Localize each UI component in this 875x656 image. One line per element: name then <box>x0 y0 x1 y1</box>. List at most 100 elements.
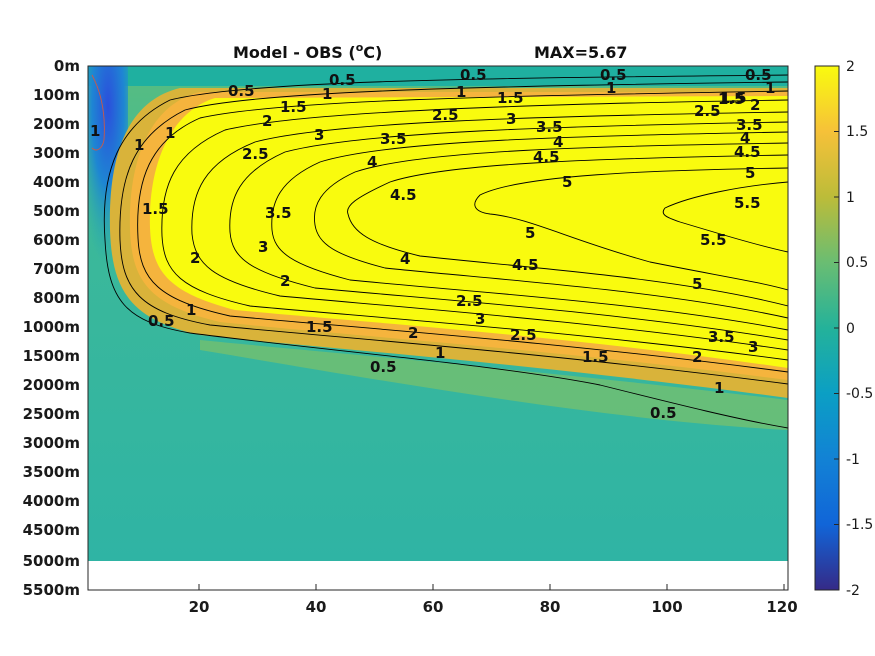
y-tick-label: 700m <box>33 260 80 278</box>
contour-3 <box>229 121 788 341</box>
contour-label: 1.5 <box>280 98 307 116</box>
title-unit-tail: C) <box>363 43 382 62</box>
contour-label: 2 <box>190 249 200 267</box>
contour-5.5 <box>662 181 788 253</box>
contour-label: 0.5 <box>460 66 487 84</box>
contour-label: 3.5 <box>380 130 407 148</box>
contour-label: 3.5 <box>708 328 735 346</box>
x-tick-label: 20 <box>189 598 210 616</box>
colorbar-ticks <box>834 65 839 591</box>
contour-label: 4.5 <box>533 148 560 166</box>
x-axis <box>198 584 785 590</box>
contour-lines <box>91 74 788 429</box>
contour-label: 1 <box>186 301 196 319</box>
contour-2.5 <box>191 111 788 351</box>
heatmap-field <box>88 66 788 561</box>
contour-label: 1 <box>134 136 144 154</box>
y-tick-labels: 0m 100m 200m 300m 400m 500m 600m 700m 80… <box>23 57 80 599</box>
y-tick-label: 500m <box>33 202 80 220</box>
contour-label: 1 <box>606 79 616 97</box>
contour-1 <box>119 81 788 385</box>
colorbar-tick-label: 2 <box>846 59 855 75</box>
contour-label: 1 <box>714 379 724 397</box>
plot-frame <box>87 65 789 591</box>
contour-label: 3.5 <box>536 118 563 136</box>
contour-label: 3 <box>506 110 516 128</box>
x-tick-label: 100 <box>651 598 682 616</box>
contour-label: 4 <box>367 153 377 171</box>
contour-label: 1 <box>165 124 175 142</box>
contour-label: 3 <box>258 238 268 256</box>
contour-labels: 0.5 0.5 0.5 0.5 1 1 1 1 1.5 1.5 1.5 2 2 … <box>90 66 775 422</box>
contour-4 <box>313 142 788 319</box>
contour-label: 3.5 <box>736 116 763 134</box>
x-tick-label: 120 <box>766 598 797 616</box>
contour-label: 2.5 <box>432 106 459 124</box>
contour-label: 4 <box>553 133 563 151</box>
colorbar-tick-label: 0.5 <box>846 255 868 271</box>
y-tick-label: 100m <box>33 86 80 104</box>
contour-label: 0.5 <box>650 404 677 422</box>
contour-label: 3.5 <box>265 204 292 222</box>
y-tick-label: 1500m <box>23 347 80 365</box>
contour-label: 2.5 <box>242 145 269 163</box>
contour-label: 3 <box>748 338 758 356</box>
contour-label: 0.5 <box>745 66 772 84</box>
contour-label: 0.5 <box>329 71 356 89</box>
contour-neg <box>91 74 105 151</box>
title-unit-superscript: o <box>356 41 364 54</box>
contour-label: 1.5 <box>497 89 524 107</box>
y-tick-label: 0m <box>54 57 80 75</box>
contour-label: 2 <box>692 348 702 366</box>
contour-label: 4.5 <box>734 143 761 161</box>
contour-label: 1 <box>456 83 466 101</box>
contour-label: 5 <box>562 173 572 191</box>
contour-0.5 <box>103 74 788 429</box>
x-tick-labels: 20 40 60 80 100 120 <box>189 598 798 616</box>
colorbar-tick-label: 1 <box>846 190 855 206</box>
contour-label: 1 <box>435 344 445 362</box>
y-tick-label: 5000m <box>23 552 80 570</box>
contour-label: 2.5 <box>456 292 483 310</box>
colorbar-tick-label: -2 <box>846 583 860 599</box>
contour-label: 5 <box>692 275 702 293</box>
contour-label: 2.5 <box>510 326 537 344</box>
contour-label: 0.5 <box>370 358 397 376</box>
contour-label: 1.5 <box>582 348 609 366</box>
contour-label: 5 <box>525 224 535 242</box>
y-tick-label: 800m <box>33 289 80 307</box>
contour-label: 5 <box>745 164 755 182</box>
colorbar-tick-labels: 2 1.5 1 0.5 0 -0.5 -1 -1.5 -2 <box>846 59 873 599</box>
contour-5 <box>474 167 788 291</box>
y-tick-label: 2500m <box>23 405 80 423</box>
y-tick-label: 1000m <box>23 318 80 336</box>
contour-label: 1 <box>90 122 100 140</box>
x-tick-label: 60 <box>423 598 444 616</box>
y-tick-label: 4500m <box>23 521 80 539</box>
contour-1.5 <box>137 90 788 373</box>
y-tick-label: 200m <box>33 115 80 133</box>
contour-label: 1 <box>322 85 332 103</box>
chart-title: Model - OBS (oC) <box>233 41 382 62</box>
contour-label: 4 <box>740 129 750 147</box>
contour-label: 3 <box>314 126 324 144</box>
contour-label: 2.5 <box>694 102 721 120</box>
y-tick-label: 400m <box>33 173 80 191</box>
contour-label: 1.5 <box>718 90 745 108</box>
colorbar-tick-label: 1.5 <box>846 124 868 140</box>
y-tick-label: 3500m <box>23 463 80 481</box>
contour-label: 2 <box>280 272 290 290</box>
x-tick-label: 80 <box>540 598 561 616</box>
contour-label: 2 <box>408 324 418 342</box>
x-tick-label: 40 <box>306 598 327 616</box>
max-label: MAX=5.67 <box>534 43 628 62</box>
y-tick-label: 4000m <box>23 492 80 510</box>
colorbar-tick-label: -1 <box>846 452 860 468</box>
contour-label: 5.5 <box>700 231 727 249</box>
contour-label: 2 <box>262 112 272 130</box>
contour-label: 3 <box>475 310 485 328</box>
contour-3.5 <box>271 131 788 331</box>
plot-blank-bottom <box>88 561 788 590</box>
colorbar-tick-label: -0.5 <box>846 386 873 402</box>
